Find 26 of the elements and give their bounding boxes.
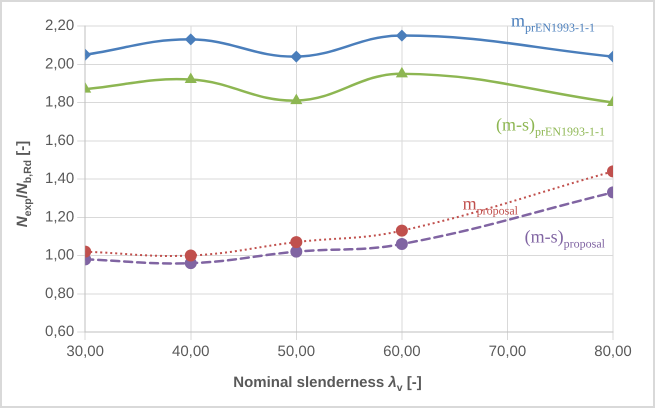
point <box>290 236 302 248</box>
y-tick-label: 1,60 <box>44 132 74 149</box>
point <box>396 224 408 237</box>
point <box>290 50 302 63</box>
y-tick-label: 1,80 <box>44 94 74 111</box>
y-tick-label: 0,60 <box>44 323 74 340</box>
x-tick-label: 40,00 <box>172 343 210 360</box>
point <box>290 94 302 104</box>
y-tick-label: 1,40 <box>44 170 74 188</box>
x-tick-label: 80,00 <box>594 343 632 360</box>
y-tick-label: 2,20 <box>44 17 74 34</box>
x-axis-title: Nominal slenderness λ$_{v}$ [-] <box>232 374 423 394</box>
x-tick-label: 30,00 <box>66 343 104 360</box>
point <box>184 72 197 84</box>
y-tick-label: 1,00 <box>44 246 74 264</box>
point <box>396 30 408 42</box>
point <box>396 238 408 250</box>
y-tick-label: 1,20 <box>44 208 74 226</box>
x-tick-label: 60,00 <box>383 343 421 360</box>
point <box>184 250 197 262</box>
y-tick-label: 0,80 <box>44 284 74 302</box>
x-tick-label: 70,00 <box>488 343 526 360</box>
x-tick-label: 50,00 <box>278 343 316 360</box>
y-tick-label: 2,00 <box>44 55 74 72</box>
point <box>396 66 408 78</box>
point <box>184 33 197 46</box>
